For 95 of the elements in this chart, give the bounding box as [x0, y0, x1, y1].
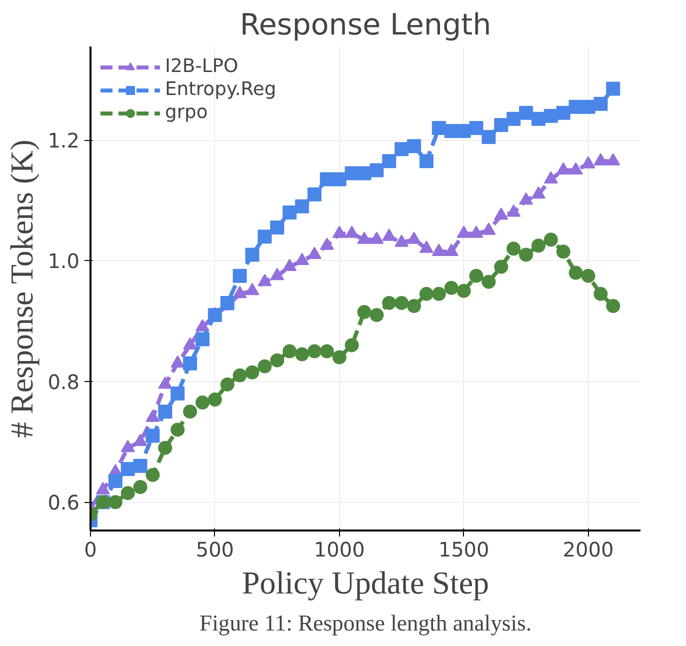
- point: [506, 242, 521, 256]
- legend-label: Entropy.Reg: [165, 79, 276, 100]
- point: [170, 386, 185, 401]
- point: [382, 296, 396, 310]
- point: [282, 344, 297, 358]
- point: [519, 106, 534, 120]
- point: [245, 365, 260, 380]
- point: [208, 308, 222, 322]
- point: [344, 166, 359, 180]
- y-tick-label: 0.8: [48, 370, 80, 394]
- point: [232, 268, 247, 283]
- point: [494, 118, 508, 132]
- point: [606, 82, 620, 96]
- point: [146, 428, 160, 443]
- point: [320, 344, 334, 358]
- point: [370, 308, 384, 322]
- point: [544, 232, 558, 247]
- x-tick-label: 1500: [438, 538, 490, 562]
- x-tick-label: 0: [84, 538, 97, 562]
- point: [158, 404, 172, 419]
- point: [456, 284, 471, 298]
- point: [232, 368, 247, 382]
- point: [556, 106, 570, 120]
- point: [469, 268, 484, 283]
- point: [506, 112, 521, 126]
- point: [295, 347, 310, 362]
- legend-label: grpo: [165, 102, 208, 123]
- point: [332, 350, 346, 364]
- point: [606, 299, 620, 313]
- point: [531, 238, 546, 253]
- point: [407, 139, 422, 154]
- point: [531, 112, 546, 126]
- point: [482, 130, 496, 144]
- point: [469, 120, 484, 135]
- point: [444, 280, 458, 295]
- point: [382, 154, 396, 168]
- point: [146, 468, 160, 482]
- point: [519, 248, 534, 262]
- point: [170, 422, 185, 437]
- point: [295, 199, 310, 214]
- point: [556, 244, 570, 259]
- point: [320, 172, 334, 186]
- legend-label: I2B-LPO: [165, 56, 238, 77]
- point: [120, 486, 135, 500]
- point: [208, 392, 222, 407]
- point: [183, 356, 198, 370]
- y-tick-label: 1.0: [48, 249, 80, 274]
- point: [133, 480, 148, 494]
- point: [258, 230, 272, 244]
- point: [307, 344, 322, 358]
- point: [594, 96, 608, 111]
- point: [158, 440, 172, 455]
- point: [108, 495, 122, 510]
- point: [444, 124, 458, 138]
- point: [581, 268, 596, 283]
- point: [195, 332, 210, 346]
- point: [307, 187, 322, 202]
- point: [195, 396, 210, 410]
- point: [394, 296, 409, 310]
- y-axis-title: # Response Tokens (K): [4, 140, 40, 438]
- point: [270, 353, 284, 368]
- point: [419, 286, 434, 301]
- y-tick-label: 1.2: [48, 128, 80, 153]
- x-axis-title: Policy Update Step: [242, 564, 490, 600]
- point: [133, 458, 148, 473]
- point: [282, 205, 297, 220]
- point: [332, 172, 346, 186]
- point: [544, 108, 558, 123]
- point: [245, 248, 260, 262]
- point: [357, 305, 372, 320]
- x-tick-label: 1000: [314, 538, 365, 562]
- point: [220, 296, 234, 310]
- point: [108, 474, 122, 488]
- caption: Figure 11: Response length analysis.: [199, 610, 532, 636]
- point: [432, 286, 446, 301]
- point: [370, 163, 384, 178]
- point: [432, 120, 446, 135]
- x-tick-label: 2000: [562, 538, 614, 562]
- point: [494, 260, 508, 274]
- point: [394, 142, 409, 156]
- point: [258, 359, 272, 374]
- point: [419, 154, 434, 168]
- point: [568, 266, 583, 280]
- x-tick-label: 500: [196, 538, 234, 562]
- point: [120, 462, 135, 476]
- point: [183, 404, 198, 419]
- y-tick-label: 0.6: [48, 490, 80, 515]
- chart-title: Response Length: [240, 8, 492, 42]
- point: [220, 377, 234, 392]
- point: [581, 100, 596, 114]
- point: [482, 274, 496, 289]
- point: [270, 220, 284, 235]
- point: [594, 286, 608, 301]
- point: [344, 338, 359, 352]
- point: [407, 299, 422, 313]
